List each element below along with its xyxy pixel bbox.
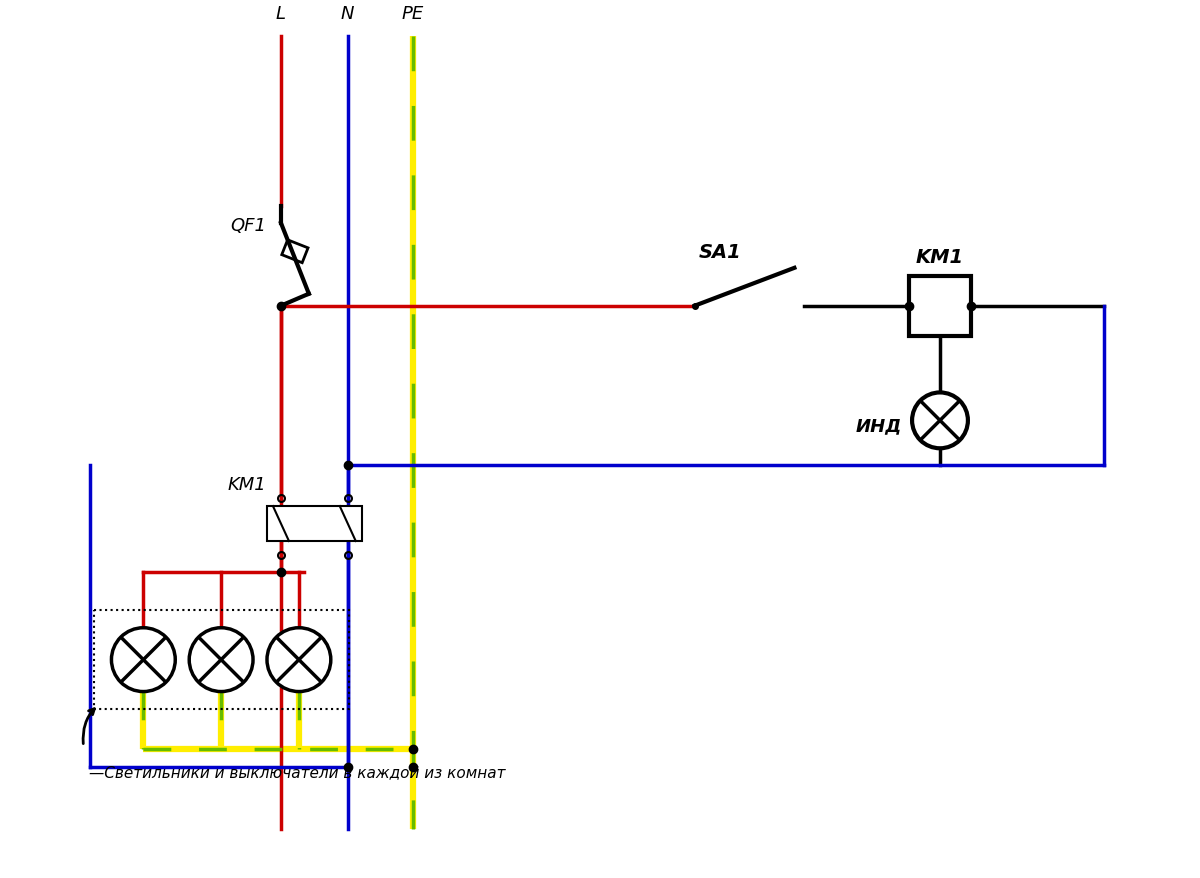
Circle shape — [912, 393, 968, 449]
Circle shape — [190, 628, 253, 692]
Text: QF1: QF1 — [230, 217, 266, 234]
Text: —Светильники и выключатели в каждой из комнат: —Светильники и выключатели в каждой из к… — [89, 765, 505, 780]
Bar — [94, 610, 349, 709]
Bar — [266, 507, 361, 542]
Circle shape — [266, 628, 331, 692]
Bar — [910, 277, 971, 336]
Text: L: L — [276, 4, 286, 23]
Circle shape — [112, 628, 175, 692]
Text: KM1: KM1 — [227, 476, 266, 493]
Text: ИНД: ИНД — [856, 417, 902, 435]
Text: KM1: KM1 — [916, 248, 964, 267]
Text: SA1: SA1 — [698, 242, 742, 262]
Text: N: N — [341, 4, 354, 23]
Text: PE: PE — [402, 4, 424, 23]
